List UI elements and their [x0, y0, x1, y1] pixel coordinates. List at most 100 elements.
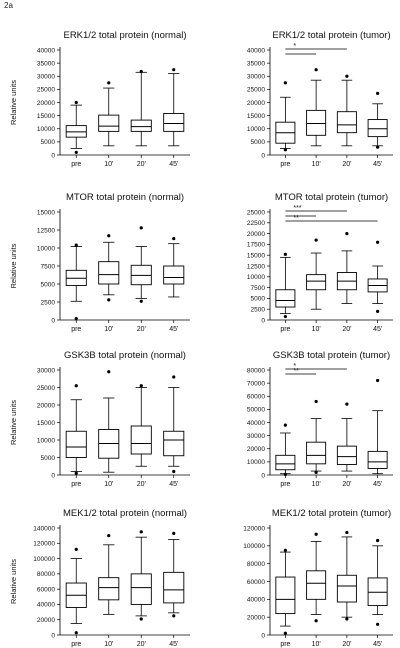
y-tick-label: 35000 [37, 60, 55, 67]
y-tick-label: 0 [261, 317, 265, 324]
y-tick-label: 20000 [37, 100, 55, 107]
outlier-point [107, 81, 111, 85]
y-tick-label: 20000 [37, 617, 55, 624]
outlier-point [74, 316, 78, 321]
x-tick-label: 10' [312, 161, 321, 168]
box-0 [65, 547, 87, 635]
y-tick-label: 0 [51, 632, 55, 639]
x-tick-label: pre [280, 641, 290, 648]
box-0 [65, 100, 87, 154]
x-tick-label: 45' [169, 641, 178, 648]
box-3 [367, 378, 388, 475]
y-tick-label: 120000 [243, 525, 265, 532]
y-tick-label: 7500 [251, 285, 266, 292]
outlier-point [345, 402, 349, 406]
outlier-point [376, 378, 380, 383]
outlier-point [376, 309, 380, 313]
x-tick-label: 20' [137, 326, 146, 333]
y-tick-label: 30000 [37, 367, 55, 374]
outlier-point [345, 232, 349, 236]
outlier-point [314, 68, 318, 72]
x-tick-label: pre [71, 326, 81, 333]
box-3 [367, 91, 388, 149]
y-tick-label: 15000 [37, 113, 55, 120]
box-0 [65, 384, 87, 475]
box-3 [367, 240, 388, 313]
box-2 [336, 402, 357, 472]
chart-panel-2: MTOR total protein (normal) Relative unit… [9, 192, 190, 333]
outlier-point [283, 631, 287, 635]
y-tick-label: 140000 [33, 525, 55, 532]
y-axis-label: Relative units [9, 400, 18, 445]
chart-title: MEK1/2 total protein (tumor) [272, 508, 391, 519]
box-2 [130, 69, 152, 147]
y-tick-label: 0 [51, 472, 55, 479]
x-tick-label: pre [280, 161, 290, 168]
x-tick-label: 45' [169, 481, 178, 488]
x-tick-label: 10' [312, 481, 321, 488]
y-tick-label: 35000 [247, 60, 265, 67]
y-tick-label: 12500 [37, 227, 55, 234]
y-tick-label: 120000 [33, 541, 55, 548]
outlier-point [283, 148, 287, 152]
iqr-box [336, 445, 357, 465]
x-tick-label: 45' [373, 326, 382, 333]
x-tick-label: 45' [373, 161, 382, 168]
chart-panel-1: ERK1/2 total protein (tumor) 0 5000 10000 15… [247, 30, 393, 168]
chart-title: GSK3B total protein (tumor) [273, 350, 390, 361]
y-tick-label: 10000 [37, 245, 55, 252]
significance-label: ** [293, 368, 299, 375]
iqr-box [163, 571, 185, 604]
box-1 [98, 234, 120, 302]
outlier-point [283, 548, 287, 552]
y-tick-label: 30000 [247, 433, 265, 440]
outlier-point [314, 399, 318, 404]
outlier-point [74, 243, 78, 247]
x-tick-label: 10' [104, 481, 113, 488]
chart-panel-6: MEK1/2 total protein (normal) Relative un… [9, 508, 190, 648]
y-tick-label: 5000 [251, 139, 266, 146]
outlier-point [172, 614, 176, 618]
outlier-point [314, 619, 318, 623]
y-tick-label: 5000 [41, 139, 56, 146]
x-tick-label: 10' [104, 326, 113, 333]
x-tick-label: pre [71, 481, 81, 488]
outlier-point [139, 226, 143, 230]
y-tick-label: 80000 [247, 561, 265, 568]
outlier-point [283, 423, 287, 427]
figure-label: 2a [4, 1, 13, 10]
y-tick-label: 0 [51, 317, 55, 324]
box-3 [163, 531, 185, 618]
box-2 [130, 384, 152, 467]
chart-panel-5: GSK3B total protein (tumor) 0 10000 20000 30… [247, 350, 393, 488]
x-tick-label: pre [71, 161, 81, 168]
outlier-point [107, 534, 111, 538]
x-tick-label: 10' [312, 326, 321, 333]
outlier-point [376, 538, 380, 543]
iqr-box [163, 113, 185, 132]
y-tick-label: 0 [261, 152, 265, 159]
chart-panel-4: GSK3B total protein (normal) Relative uni… [9, 350, 190, 488]
box-2 [336, 530, 357, 621]
iqr-box [130, 425, 152, 455]
outlier-point [376, 622, 380, 626]
outlier-point [74, 631, 78, 635]
y-tick-label: 15000 [37, 420, 55, 427]
significance-label: * [293, 363, 296, 370]
y-tick-label: 15000 [247, 113, 265, 120]
outlier-point [74, 100, 78, 105]
x-tick-label: 20' [137, 481, 146, 488]
chart-title: GSK3B total protein (normal) [64, 350, 186, 361]
iqr-box [130, 119, 152, 132]
y-tick-label: 40000 [247, 47, 265, 54]
iqr-box [65, 125, 87, 138]
x-tick-label: 20' [137, 641, 146, 648]
outlier-point [139, 384, 143, 388]
y-tick-label: 5000 [41, 281, 56, 288]
outlier-point [283, 472, 287, 476]
iqr-box [275, 454, 296, 471]
y-axis-label: Relative units [9, 559, 18, 604]
x-tick-label: 20' [342, 161, 351, 168]
y-tick-label: 25000 [37, 385, 55, 392]
box-3 [367, 538, 388, 626]
